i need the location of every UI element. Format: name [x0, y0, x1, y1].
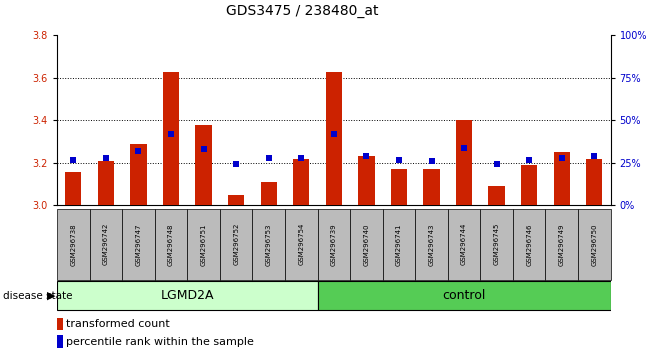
Bar: [488, 186, 505, 205]
Point: [329, 131, 339, 137]
Text: GSM296740: GSM296740: [364, 223, 370, 266]
FancyBboxPatch shape: [382, 209, 415, 280]
FancyBboxPatch shape: [57, 209, 90, 280]
Bar: [521, 165, 537, 205]
FancyBboxPatch shape: [513, 209, 546, 280]
Text: percentile rank within the sample: percentile rank within the sample: [66, 337, 254, 347]
FancyBboxPatch shape: [317, 209, 350, 280]
Point: [231, 161, 242, 167]
Text: GSM296752: GSM296752: [233, 223, 239, 266]
Bar: [57, 335, 63, 348]
Text: GSM296750: GSM296750: [591, 223, 597, 266]
FancyBboxPatch shape: [448, 209, 480, 280]
Text: disease state: disease state: [3, 291, 73, 301]
Bar: [228, 195, 244, 205]
Point: [589, 154, 600, 159]
Point: [491, 161, 502, 167]
Bar: [293, 159, 309, 205]
Bar: [325, 72, 342, 205]
FancyBboxPatch shape: [187, 209, 220, 280]
Bar: [260, 182, 277, 205]
Bar: [57, 318, 63, 330]
Point: [263, 155, 274, 160]
Point: [426, 158, 437, 164]
FancyBboxPatch shape: [350, 209, 382, 280]
Point: [361, 154, 372, 159]
Point: [459, 145, 470, 151]
Point: [133, 148, 144, 154]
Bar: [195, 125, 212, 205]
FancyBboxPatch shape: [122, 209, 155, 280]
Text: GSM296741: GSM296741: [396, 223, 402, 266]
Bar: [391, 169, 407, 205]
Text: LGMD2A: LGMD2A: [160, 289, 214, 302]
Text: GSM296751: GSM296751: [201, 223, 207, 266]
Point: [198, 146, 209, 152]
Text: GSM296738: GSM296738: [70, 223, 76, 266]
FancyBboxPatch shape: [480, 209, 513, 280]
Point: [101, 155, 111, 160]
Text: transformed count: transformed count: [66, 319, 170, 329]
Text: GSM296749: GSM296749: [559, 223, 565, 266]
FancyBboxPatch shape: [578, 209, 611, 280]
Text: GSM296753: GSM296753: [266, 223, 272, 266]
Text: GSM296754: GSM296754: [298, 223, 304, 266]
Text: control: control: [442, 289, 486, 302]
Text: GSM296747: GSM296747: [136, 223, 142, 266]
Bar: [65, 172, 81, 205]
Text: GSM296742: GSM296742: [103, 223, 109, 266]
FancyBboxPatch shape: [252, 209, 285, 280]
Bar: [358, 156, 374, 205]
Bar: [98, 161, 114, 205]
Bar: [130, 144, 146, 205]
Point: [166, 131, 176, 137]
Text: ▶: ▶: [46, 291, 55, 301]
FancyBboxPatch shape: [57, 281, 317, 310]
FancyBboxPatch shape: [220, 209, 252, 280]
Text: GSM296744: GSM296744: [461, 223, 467, 266]
FancyBboxPatch shape: [415, 209, 448, 280]
Point: [556, 155, 567, 160]
FancyBboxPatch shape: [546, 209, 578, 280]
Point: [68, 157, 79, 162]
Bar: [586, 159, 603, 205]
FancyBboxPatch shape: [90, 209, 122, 280]
Bar: [163, 72, 179, 205]
Bar: [423, 169, 440, 205]
Point: [394, 157, 405, 162]
FancyBboxPatch shape: [317, 281, 611, 310]
Bar: [554, 152, 570, 205]
Bar: [456, 120, 472, 205]
Text: GSM296743: GSM296743: [429, 223, 435, 266]
Text: GDS3475 / 238480_at: GDS3475 / 238480_at: [225, 4, 378, 18]
Text: GSM296748: GSM296748: [168, 223, 174, 266]
FancyBboxPatch shape: [285, 209, 317, 280]
Text: GSM296739: GSM296739: [331, 223, 337, 266]
FancyBboxPatch shape: [155, 209, 187, 280]
Point: [296, 155, 307, 160]
Point: [524, 157, 535, 162]
Text: GSM296745: GSM296745: [494, 223, 500, 266]
Text: GSM296746: GSM296746: [526, 223, 532, 266]
